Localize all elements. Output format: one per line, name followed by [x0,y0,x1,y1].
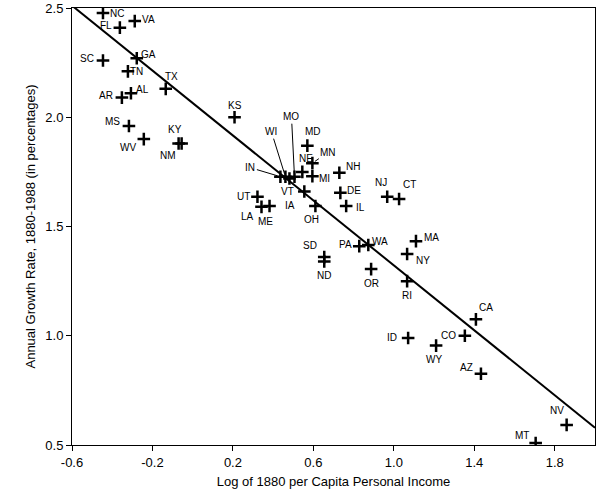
svg-text:MA: MA [424,232,439,243]
svg-text:GA: GA [141,49,156,60]
svg-text:ME: ME [258,216,273,227]
svg-text:MN: MN [320,147,336,158]
svg-text:NE: NE [299,153,313,164]
svg-text:0.5: 0.5 [45,438,63,453]
svg-text:NV: NV [550,405,564,416]
svg-text:NM: NM [160,150,176,161]
svg-text:KY: KY [168,124,182,135]
svg-text:2.5: 2.5 [45,1,63,16]
svg-text:2.0: 2.0 [45,110,63,125]
svg-text:WV: WV [120,142,136,153]
svg-text:-0.2: -0.2 [141,455,163,470]
svg-text:1.4: 1.4 [465,455,483,470]
svg-text:1.5: 1.5 [45,219,63,234]
svg-text:MS: MS [105,116,120,127]
svg-text:NC: NC [110,8,124,19]
svg-text:1.0: 1.0 [45,328,63,343]
svg-text:AL: AL [136,84,149,95]
svg-text:WA: WA [372,236,388,247]
svg-text:PA: PA [339,239,352,250]
svg-text:Log of 1880 per Capita Persona: Log of 1880 per Capita Personal Income [217,474,450,489]
svg-text:MT: MT [515,430,529,441]
svg-text:SD: SD [303,240,317,251]
svg-text:1.8: 1.8 [546,455,564,470]
svg-text:VA: VA [142,14,155,25]
svg-text:MO: MO [283,111,299,122]
svg-text:FL: FL [100,20,112,31]
svg-text:NH: NH [346,161,360,172]
svg-text:Annual Growth Rate, 1880-1988: Annual Growth Rate, 1880-1988 (in percen… [23,84,38,368]
svg-text:CT: CT [403,179,416,190]
svg-text:CA: CA [479,302,493,313]
svg-text:NY: NY [416,255,430,266]
svg-text:0.2: 0.2 [224,455,242,470]
svg-text:1.0: 1.0 [385,455,403,470]
svg-text:MI: MI [319,173,330,184]
svg-text:KS: KS [228,100,242,111]
svg-text:-0.6: -0.6 [61,455,83,470]
svg-text:IN: IN [245,162,255,173]
svg-text:MD: MD [305,126,321,137]
svg-text:WI: WI [265,126,277,137]
svg-text:VT: VT [281,186,294,197]
svg-text:NJ: NJ [375,177,387,188]
svg-text:DE: DE [347,185,361,196]
svg-text:WY: WY [426,354,442,365]
svg-text:TX: TX [165,71,178,82]
svg-text:RI: RI [402,290,412,301]
svg-text:0.6: 0.6 [304,455,322,470]
svg-text:AR: AR [99,90,113,101]
svg-text:CO: CO [441,330,456,341]
svg-text:OR: OR [364,278,379,289]
svg-text:TN: TN [130,66,143,77]
svg-text:AZ: AZ [460,362,473,373]
svg-text:OH: OH [304,214,319,225]
svg-text:IA: IA [285,200,295,211]
svg-text:ID: ID [387,332,397,343]
svg-text:LA: LA [241,211,254,222]
svg-text:ND: ND [317,270,331,281]
svg-text:IL: IL [356,202,365,213]
svg-text:SC: SC [80,53,94,64]
svg-text:UT: UT [237,191,250,202]
